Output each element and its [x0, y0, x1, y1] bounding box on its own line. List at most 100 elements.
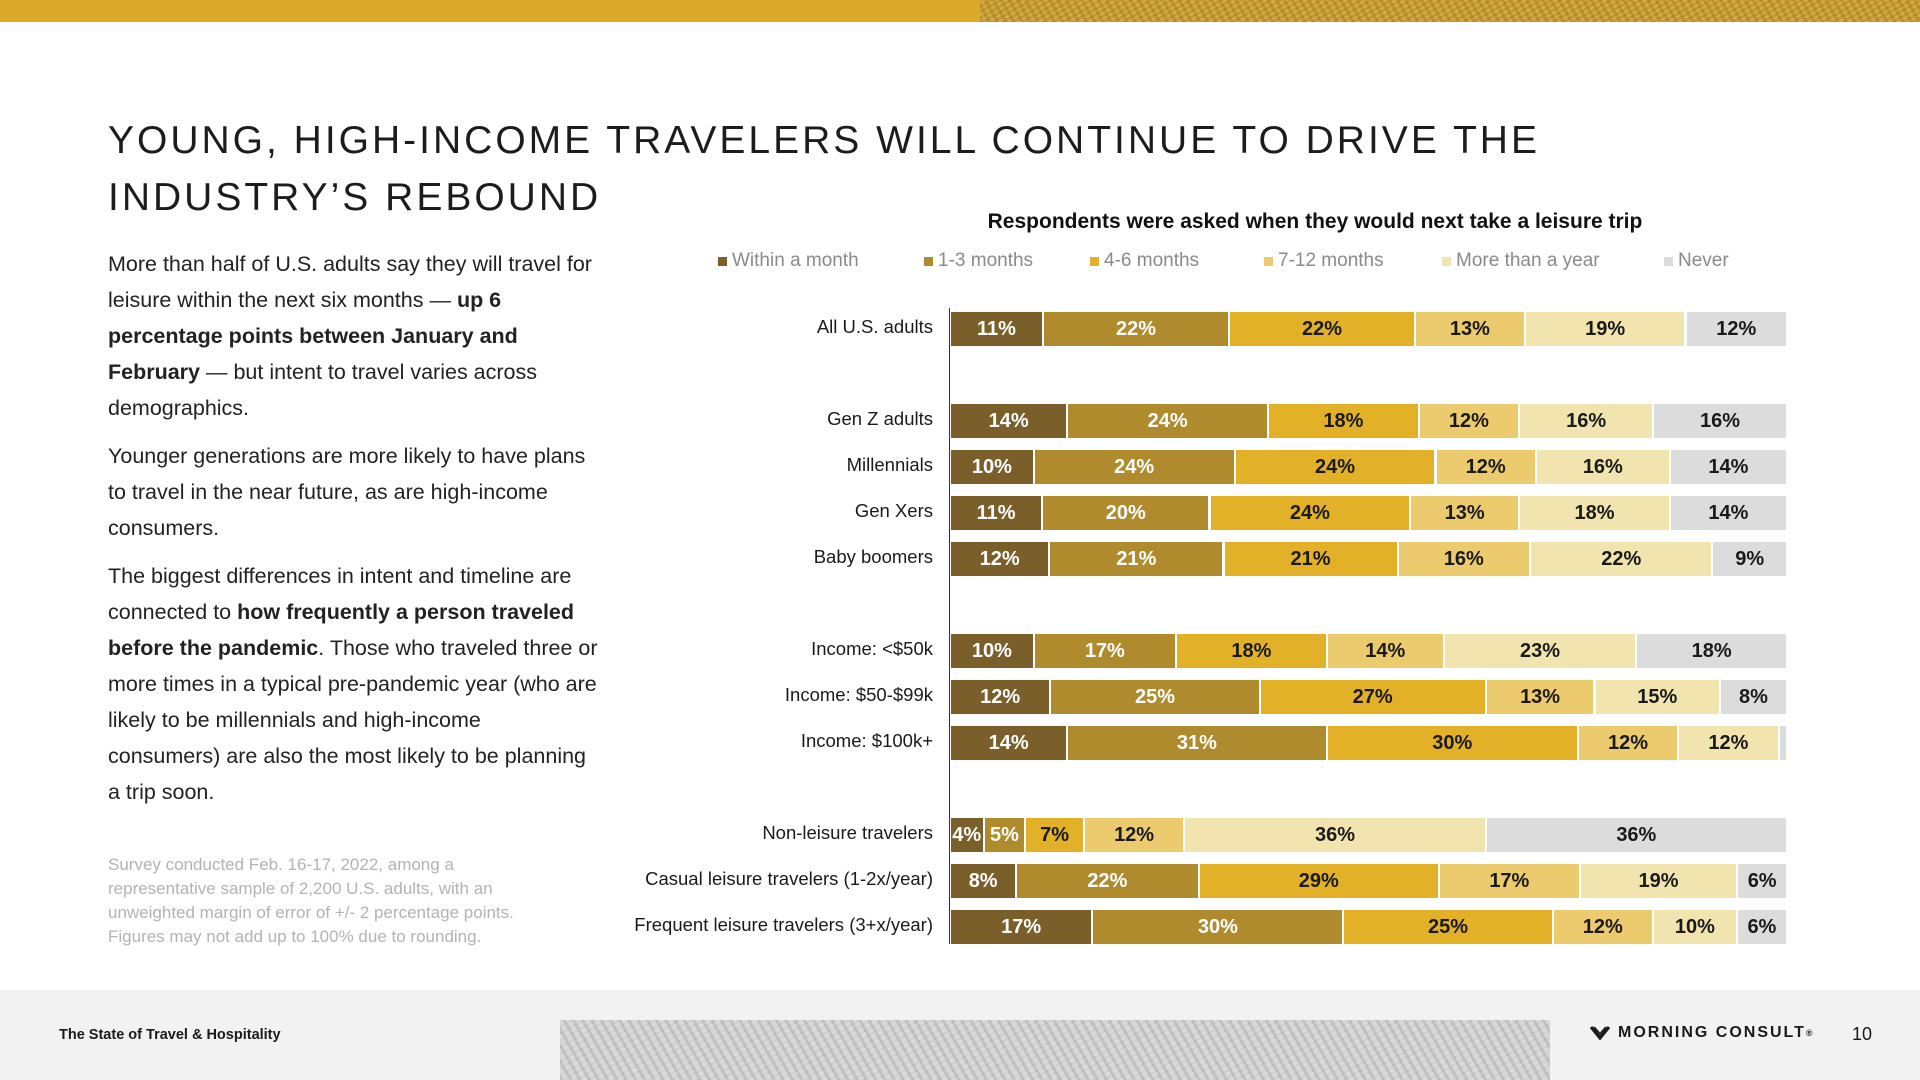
bar-segment: 15%: [1595, 680, 1721, 714]
bar-segment: 18%: [1177, 634, 1328, 668]
bar-segment: 21%: [1050, 542, 1225, 576]
body-copy: More than half of U.S. adults say they w…: [108, 246, 598, 822]
brand-logo: MORNING CONSULT ®: [1590, 1024, 1813, 1042]
bar-segment: 16%: [1398, 542, 1532, 576]
bar-segment: 23%: [1444, 634, 1638, 668]
row-label: Income: <$50k: [811, 638, 933, 659]
bar-segment: 22%: [1017, 864, 1200, 898]
bar-segment: 24%: [1210, 496, 1412, 530]
top-texture-band: [980, 0, 1920, 22]
bar-segment: [1779, 726, 1788, 760]
bar-segment: 8%: [951, 864, 1018, 898]
legend-item: 7-12 months: [1264, 250, 1384, 272]
bar-segment: 16%: [1520, 404, 1655, 438]
bar-segment: 24%: [1034, 450, 1236, 484]
bar-segment: 7%: [1026, 818, 1085, 852]
bar-segment: 11%: [951, 496, 1044, 530]
bar-segment: 13%: [1416, 312, 1526, 346]
legend-swatch: [1442, 256, 1451, 266]
bar-segment: 4%: [951, 818, 985, 852]
bar-segment: 31%: [1068, 726, 1328, 760]
bar-segment: 29%: [1199, 864, 1440, 898]
bar-segment: 22%: [1044, 312, 1230, 346]
bar-segment: 12%: [951, 680, 1052, 714]
page-title: YOUNG, HIGH-INCOME TRAVELERS WILL CONTIN…: [108, 119, 1540, 219]
bar-segment: 14%: [951, 726, 1069, 760]
bar-segment: 24%: [1235, 450, 1437, 484]
brand-name: MORNING CONSULT: [1618, 1024, 1806, 1041]
row-label: Income: $100k+: [800, 730, 933, 751]
bar-segment: 25%: [1344, 910, 1554, 944]
bar-segment: 19%: [1580, 864, 1739, 898]
bar-segment: 27%: [1260, 680, 1487, 714]
chart-legend: Within a month 1-3 months 4-6 months 7-12 m…: [0, 250, 1920, 276]
report-name: The State of Travel & Hospitality: [59, 1027, 281, 1043]
bar-segment: 12%: [1686, 312, 1788, 346]
bar-segment: 17%: [1439, 864, 1581, 898]
bar-segment: 5%: [984, 818, 1027, 852]
chart-title: Respondents were asked when they would n…: [987, 210, 1643, 233]
bar-segment: 16%: [1536, 450, 1671, 484]
bar-segment: 30%: [1093, 910, 1345, 944]
bar-segment: 18%: [1269, 404, 1420, 438]
bar-segment: 12%: [951, 542, 1051, 576]
row-label: Income: $50-$99k: [784, 684, 933, 705]
body-paragraph: The biggest differences in intent and ti…: [108, 558, 598, 810]
text-run: More than half of U.S. adults say they w…: [108, 252, 592, 312]
bar-segment: 21%: [1224, 542, 1399, 576]
legend-label: 1-3 months: [938, 250, 1034, 271]
legend-item: Within a month: [718, 250, 859, 272]
bar-segment: 36%: [1486, 818, 1788, 852]
body-paragraph: More than half of U.S. adults say they w…: [108, 246, 598, 426]
body-paragraph: Younger generations are more likely to h…: [108, 438, 598, 546]
bar-segment: 22%: [1230, 312, 1416, 346]
bar-segment: 12%: [1436, 450, 1537, 484]
row-label: All U.S. adults: [816, 316, 933, 337]
survey-footnote: Survey conducted Feb. 16-17, 2022, among…: [108, 855, 514, 946]
legend-label: 7-12 months: [1278, 250, 1384, 271]
bold-text: how frequently a person traveled before …: [108, 600, 575, 660]
bar-segment: 17%: [951, 910, 1094, 944]
row-label: Millennials: [846, 454, 933, 475]
legend-item: 1-3 months: [924, 250, 1033, 272]
bar-segment: 12%: [1084, 818, 1186, 852]
legend-swatch: [718, 256, 727, 266]
bar-segment: 25%: [1051, 680, 1261, 714]
bar-segment: 10%: [1654, 910, 1738, 944]
bar-segment: 9%: [1713, 542, 1788, 576]
bar-segment: 19%: [1525, 312, 1687, 346]
legend-label: 4-6 months: [1104, 250, 1200, 271]
bar-segment: 13%: [1411, 496, 1521, 530]
bar-segment: 14%: [951, 404, 1069, 438]
legend-item: 4-6 months: [1090, 250, 1199, 272]
bar-segment: 14%: [1670, 496, 1788, 530]
bar-segment: 10%: [951, 634, 1035, 668]
text-run: — but intent to travel varies across dem…: [108, 360, 537, 420]
morning-consult-logo-icon: [1590, 1025, 1610, 1041]
legend-swatch: [1090, 256, 1099, 266]
bar-segment: 14%: [1670, 450, 1788, 484]
bar-segment: 30%: [1327, 726, 1579, 760]
bar-segment: 14%: [1327, 634, 1445, 668]
bar-segment: 22%: [1531, 542, 1714, 576]
bar-segment: 10%: [951, 450, 1035, 484]
bar-segment: 12%: [1419, 404, 1521, 438]
bar-segment: 8%: [1721, 680, 1788, 714]
legend-label: Never: [1678, 250, 1729, 271]
legend-label: More than a year: [1456, 250, 1600, 271]
bar-segment: 17%: [1034, 634, 1177, 668]
bar-segment: 13%: [1486, 680, 1596, 714]
text-run: Younger generations are more likely to h…: [108, 444, 586, 540]
bar-segment: 18%: [1520, 496, 1671, 530]
bar-segment: 24%: [1068, 404, 1270, 438]
bar-segment: 11%: [951, 312, 1044, 346]
row-label: Gen Z adults: [827, 408, 933, 429]
row-label: Casual leisure travelers (1-2x/year): [645, 868, 933, 889]
bar-segment: 18%: [1637, 634, 1788, 668]
row-label: Frequent leisure travelers (3+x/year): [634, 914, 933, 935]
legend-item: Never: [1664, 250, 1729, 272]
row-label: Baby boomers: [813, 546, 933, 567]
registered-mark: ®: [1805, 1028, 1813, 1038]
legend-swatch: [1664, 256, 1673, 266]
bar-segment: 6%: [1737, 910, 1788, 944]
